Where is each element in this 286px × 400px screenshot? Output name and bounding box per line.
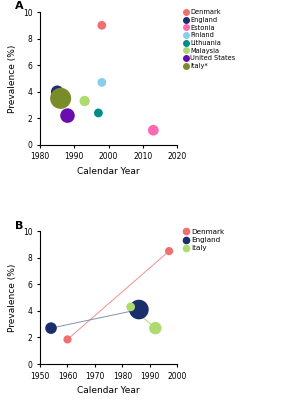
Point	[55, 88, 59, 95]
X-axis label: Calendar Year: Calendar Year	[78, 167, 140, 176]
Point	[128, 304, 133, 310]
Point	[100, 22, 104, 28]
Legend: Denmark, England, Italy: Denmark, England, Italy	[184, 228, 225, 252]
Y-axis label: Prevalence (%): Prevalence (%)	[8, 263, 17, 332]
Point	[100, 79, 104, 86]
Point	[153, 325, 158, 331]
Point	[65, 112, 70, 119]
Y-axis label: Prevalence (%): Prevalence (%)	[8, 44, 17, 113]
Text: A: A	[15, 1, 24, 11]
Text: B: B	[15, 220, 24, 230]
Legend: Denmark, England, Estonia, Finland, Lithuania, Malaysia, United States, Italy*: Denmark, England, Estonia, Finland, Lith…	[183, 9, 236, 70]
Point	[65, 336, 70, 343]
Point	[167, 248, 171, 254]
Point	[96, 110, 101, 116]
X-axis label: Calendar Year: Calendar Year	[78, 386, 140, 395]
Point	[58, 95, 63, 102]
Point	[151, 127, 156, 134]
Point	[49, 325, 53, 331]
Point	[82, 98, 87, 104]
Point	[137, 306, 141, 313]
